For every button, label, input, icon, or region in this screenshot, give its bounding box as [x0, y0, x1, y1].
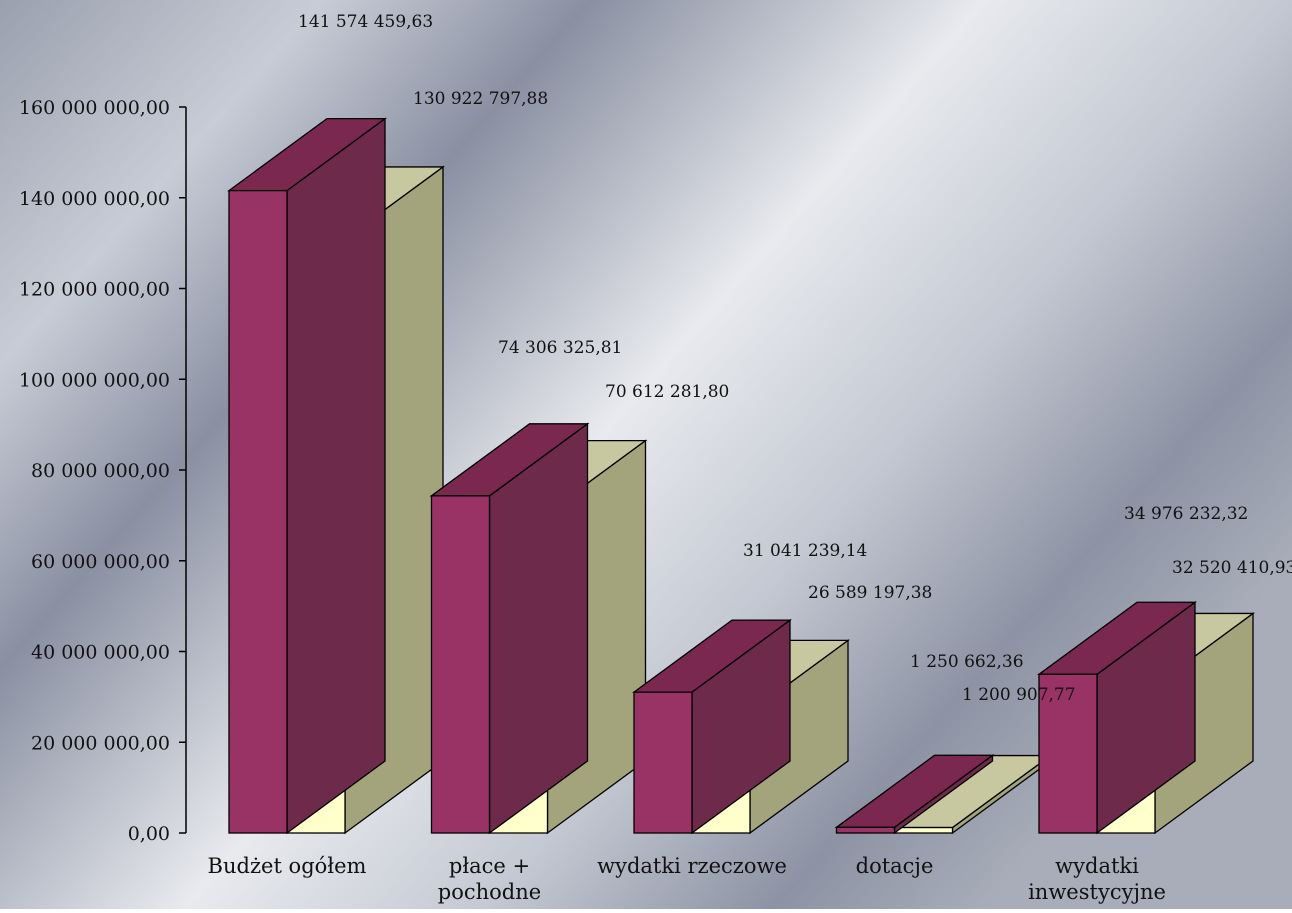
data-label: 34 976 232,32	[1124, 504, 1248, 524]
x-tick-label: dotacje	[856, 854, 934, 878]
bar-front-face	[228, 189, 288, 834]
y-tick-label: 20 000 000,00	[31, 732, 170, 754]
bar-1	[834, 754, 995, 835]
y-tick-label: 140 000 000,00	[19, 188, 170, 210]
data-label: 70 612 281,80	[605, 382, 729, 402]
bar-front-face	[835, 826, 896, 834]
data-label: 74 306 325,81	[498, 338, 622, 358]
data-label: 32 520 410,93	[1172, 558, 1292, 578]
bar-front-face	[893, 826, 954, 834]
x-tick-label: Budżet ogółem	[208, 854, 367, 878]
bar-side-face	[286, 117, 386, 835]
y-tick-label: 100 000 000,00	[19, 369, 170, 391]
bar-1	[227, 117, 387, 835]
data-label: 130 922 797,88	[413, 89, 548, 109]
data-label: 1 200 907,77	[962, 685, 1076, 705]
data-label: 26 589 197,38	[808, 583, 932, 603]
y-tick-label: 0,00	[128, 823, 170, 845]
bar-1	[632, 618, 792, 835]
bar-1	[429, 422, 590, 835]
x-tick-label: inwestycyjne	[1028, 880, 1166, 904]
x-tick-label: pochodne	[438, 880, 541, 904]
y-tick-label: 160 000 000,00	[19, 97, 170, 119]
bar-front-face	[1038, 673, 1098, 834]
y-tick-label: 120 000 000,00	[19, 279, 170, 301]
data-label: 31 041 239,14	[743, 541, 867, 561]
bar-front-face	[430, 495, 491, 834]
x-tick-label: wydatki	[1055, 854, 1139, 878]
y-tick-label: 60 000 000,00	[31, 551, 170, 573]
y-tick-label: 80 000 000,00	[31, 460, 170, 482]
data-label: 141 574 459,63	[298, 12, 433, 32]
x-tick-label: płace +	[449, 854, 530, 878]
x-tick-label: wydatki rzeczowe	[597, 854, 787, 878]
bar-front-face	[633, 691, 693, 834]
bar-1	[1037, 601, 1197, 835]
data-label: 1 250 662,36	[910, 652, 1024, 672]
y-tick-label: 40 000 000,00	[31, 642, 170, 664]
